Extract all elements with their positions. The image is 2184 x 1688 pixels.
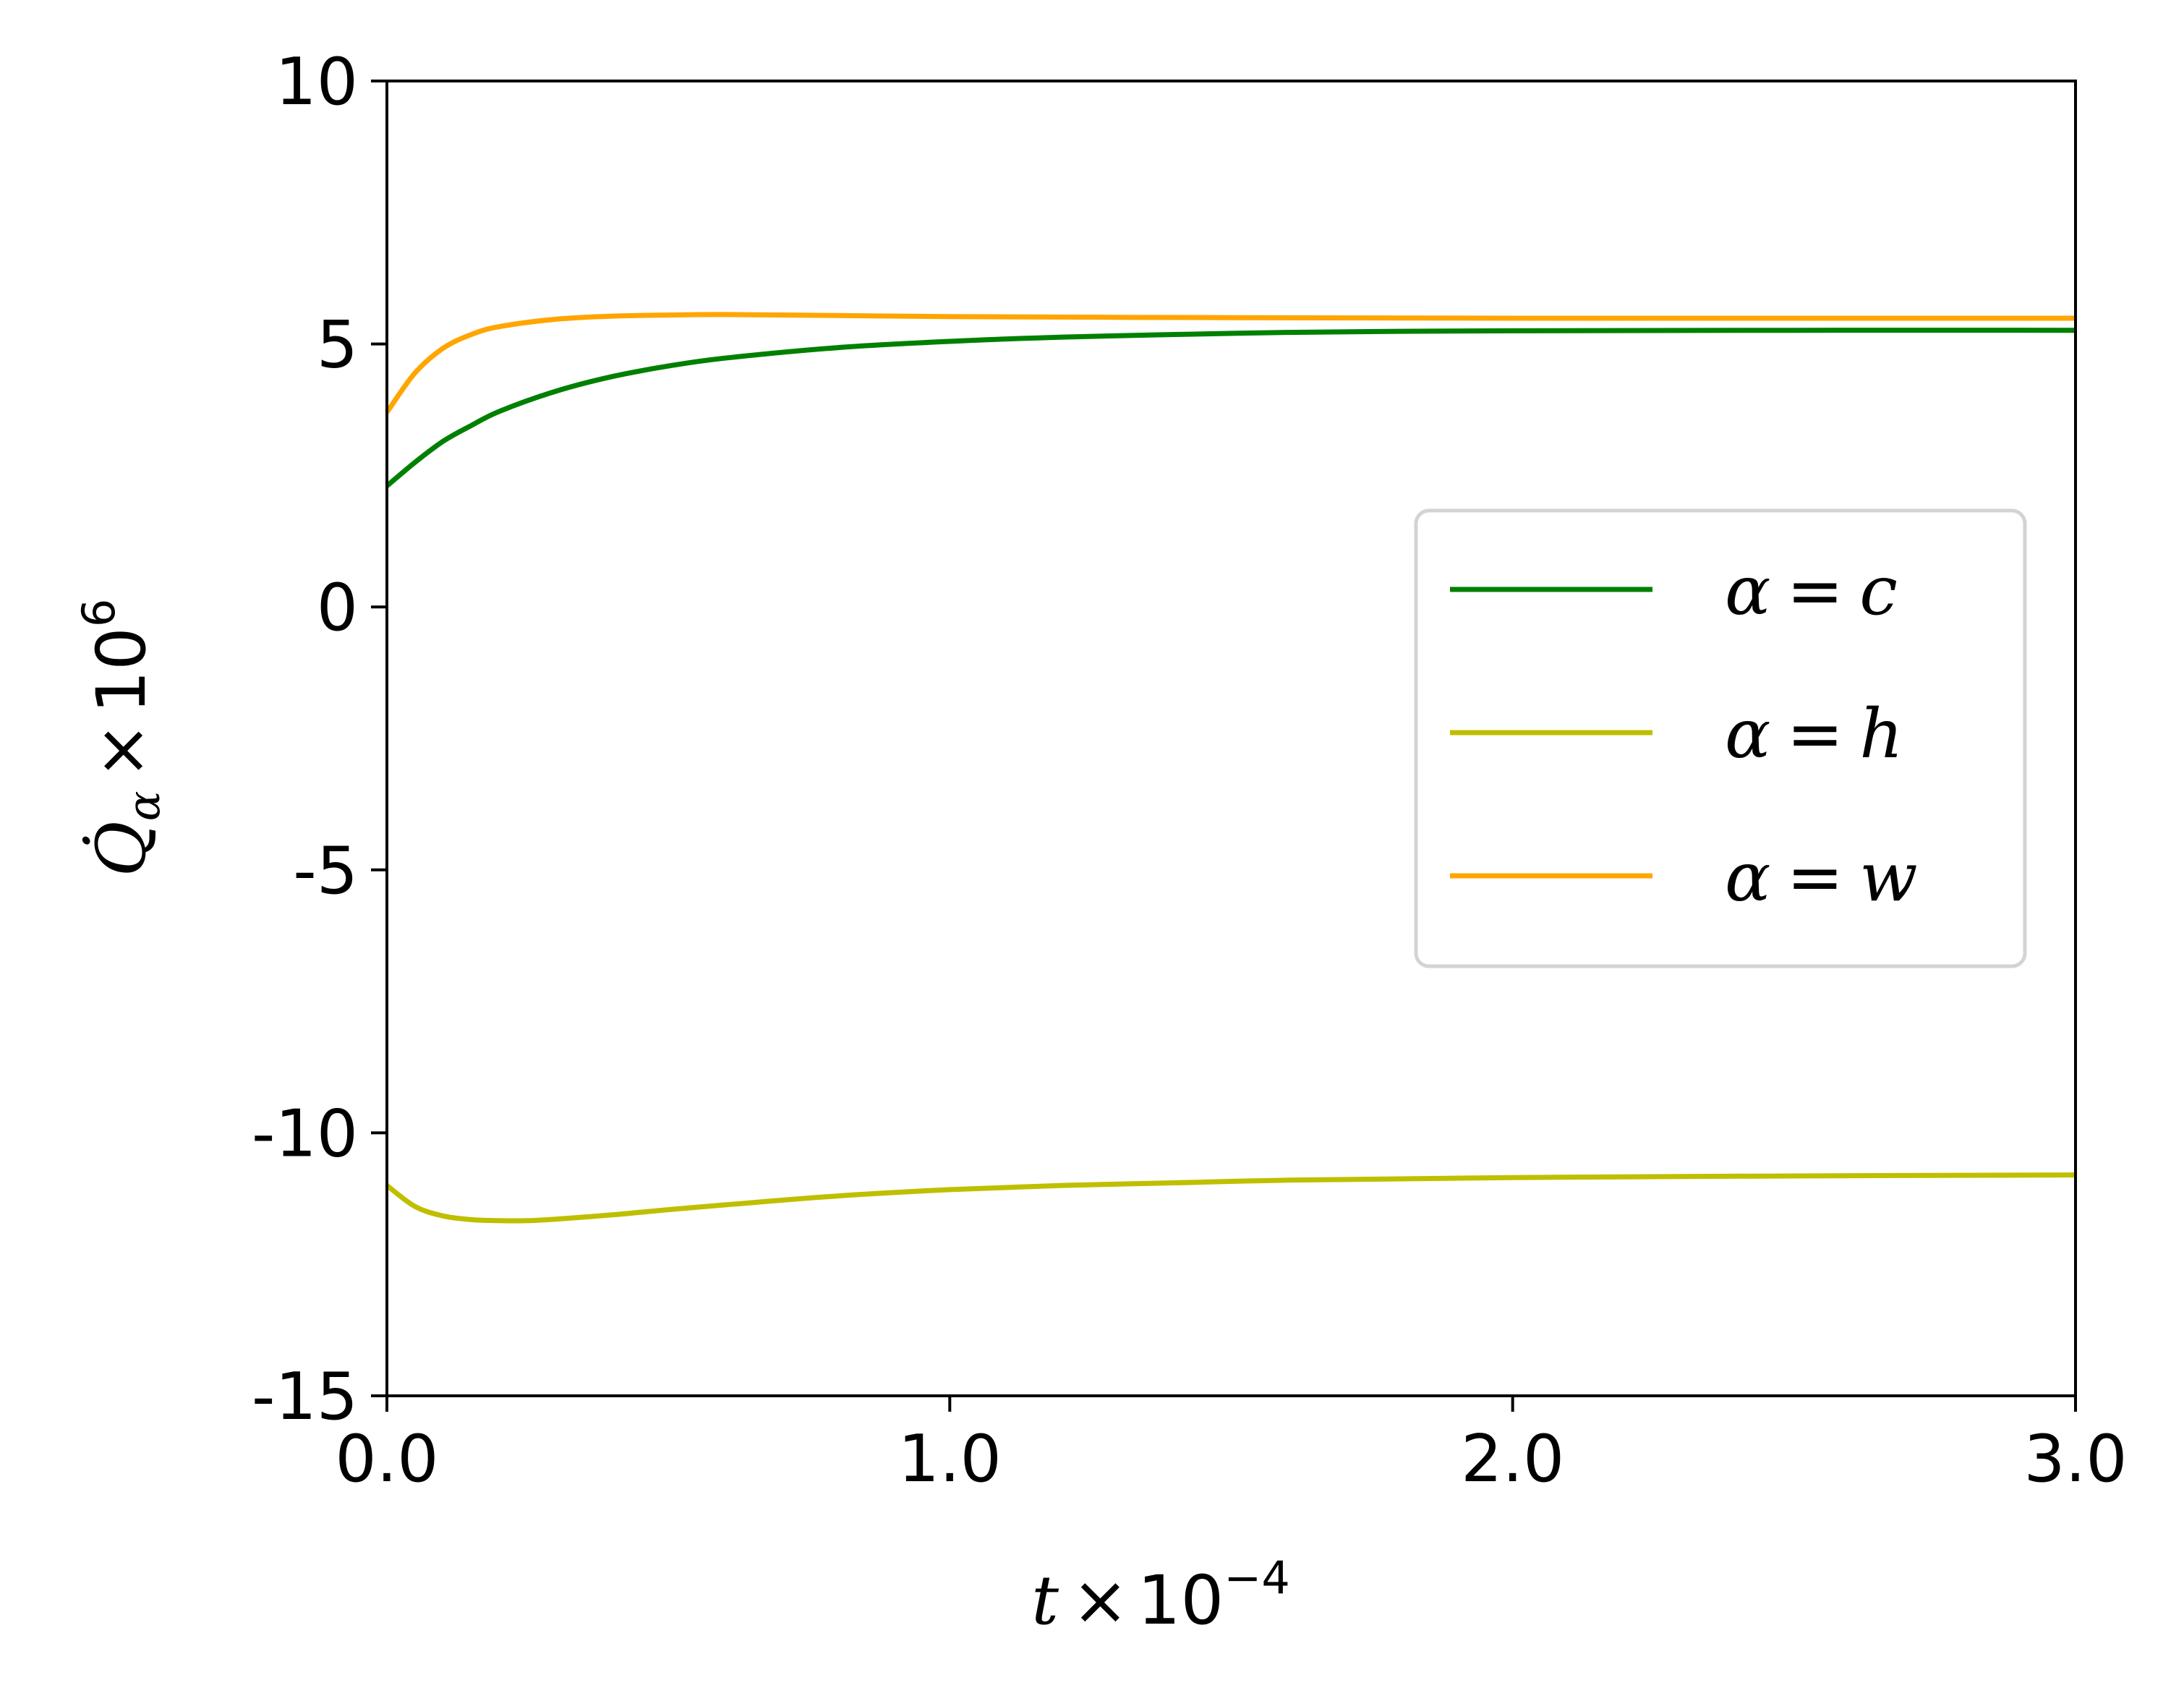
x-tick-label: 0.0 (335, 1421, 438, 1497)
series-line-h (385, 1172, 2076, 1224)
legend-label-w: α = w (1725, 838, 1918, 917)
y-axis: 10 5 0 -5 -10 -15 (252, 44, 387, 1435)
y-axis-label: Q̇α×106 (72, 599, 170, 877)
x-tick-label: 2.0 (1461, 1421, 1564, 1497)
legend-label-c: α = c (1725, 552, 1898, 631)
y-tick-label: -5 (293, 833, 358, 909)
y-tick-label: 5 (317, 307, 358, 383)
y-tick-label: 0 (317, 570, 358, 646)
legend-entries: α = c α = h α = w (1450, 552, 1918, 917)
x-axis: 0.0 1.0 2.0 3.0 (335, 1396, 2128, 1497)
series-layer (385, 312, 2076, 1224)
x-axis-label: t × 10−4 (1031, 1551, 1290, 1640)
x-tick-label: 1.0 (898, 1421, 1002, 1497)
x-tick-label: 3.0 (2023, 1421, 2127, 1497)
legend: α = c α = h α = w (1414, 508, 2027, 968)
y-tick-label: 10 (275, 44, 358, 120)
plot-frame (385, 80, 2077, 1397)
series-line-c (385, 328, 2076, 488)
y-tick-label: -15 (252, 1359, 358, 1435)
legend-box (1414, 508, 2027, 968)
legend-label-h: α = h (1725, 695, 1903, 774)
series-line-w (385, 312, 2076, 414)
y-tick-label: -10 (252, 1096, 358, 1172)
